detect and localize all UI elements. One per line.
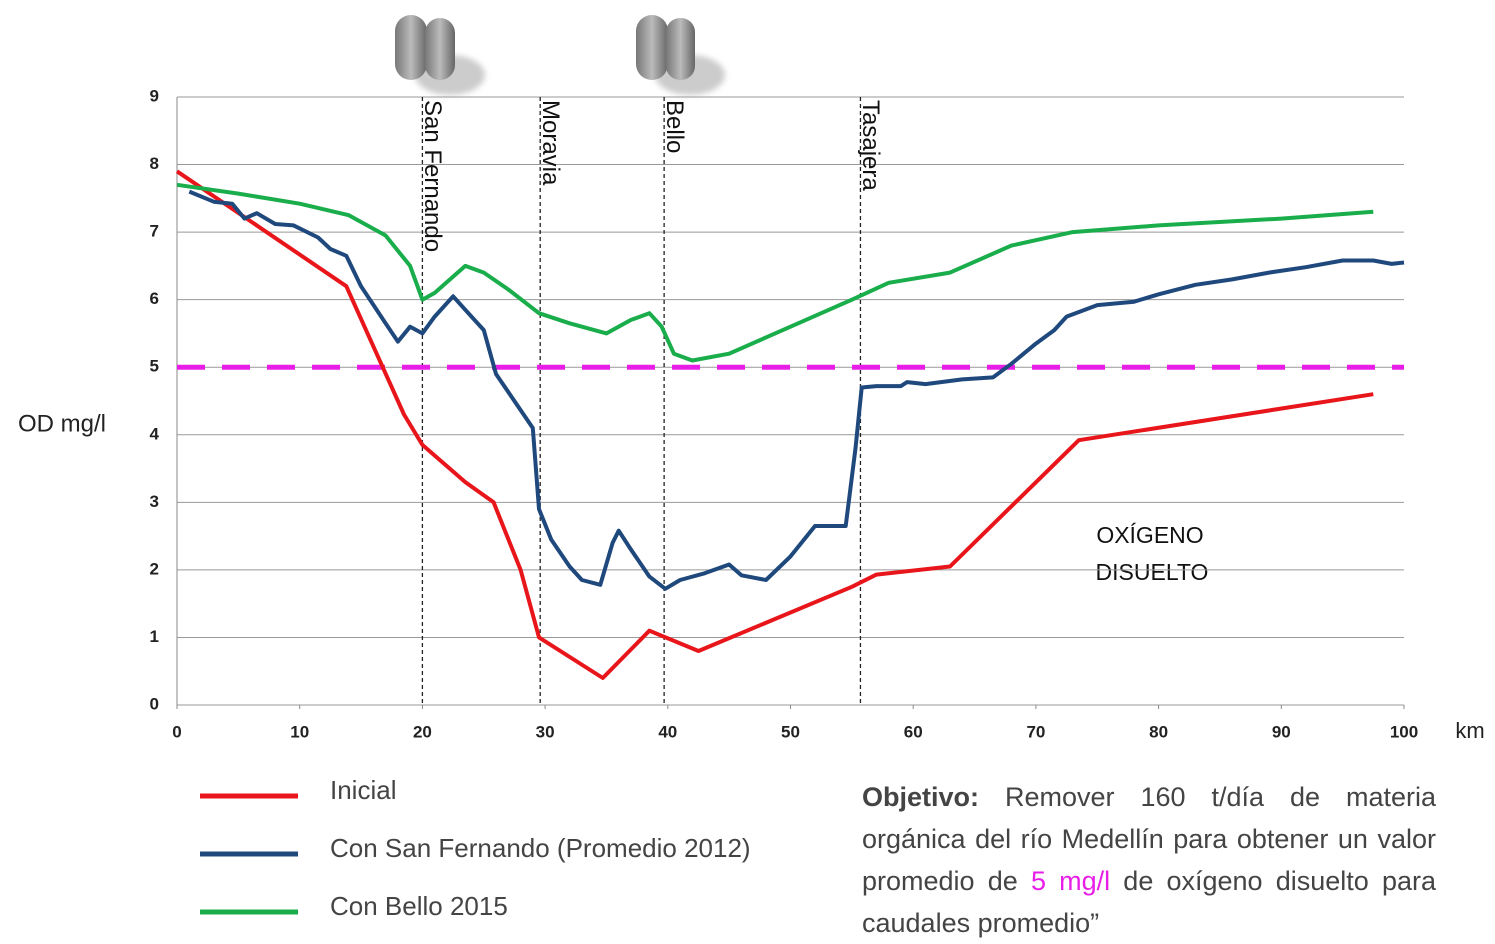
y-tick-label: 2: [150, 559, 159, 578]
x-tick-label: 40: [658, 722, 677, 741]
x-tick-label: 10: [290, 722, 309, 741]
x-tick-label: 50: [781, 722, 800, 741]
series-line: [175, 169, 1374, 680]
reference-label: San Fernando: [419, 100, 446, 252]
reference-label: Bello: [661, 100, 688, 153]
x-tick-label: 70: [1026, 722, 1045, 741]
legend-label: Inicial: [330, 775, 396, 805]
note-text: de oxígeno disuelto para caudales promed…: [862, 866, 1436, 938]
y-tick-label: 8: [150, 154, 159, 173]
reference-label: Moravia: [537, 100, 564, 186]
reference-label: Tasajera: [857, 100, 884, 191]
y-tick-label: 6: [150, 289, 159, 308]
y-tick-label: 7: [150, 222, 159, 241]
x-tick-label: 90: [1272, 722, 1291, 741]
note-highlight: 5 mg/l: [1030, 866, 1111, 896]
x-tick-label: 100: [1390, 722, 1418, 741]
x-tick-label: 60: [904, 722, 923, 741]
note-bold: Objetivo:: [862, 782, 980, 812]
series-line: [176, 182, 1374, 363]
y-tick-label: 3: [150, 492, 159, 511]
legend-label: Con Bello 2015: [330, 891, 508, 921]
annotation: DISUELTO: [1096, 559, 1209, 585]
annotation: OXÍGENO: [1096, 522, 1203, 548]
x-tick-label: 0: [172, 722, 181, 741]
series-line: [188, 189, 1405, 591]
y-tick-label: 1: [150, 627, 159, 646]
y-tick-label: 5: [150, 357, 159, 376]
y-tick-label: 9: [150, 86, 159, 105]
icon: [636, 15, 725, 95]
x-tick-label: 80: [1149, 722, 1168, 741]
x-axis-label: km: [1455, 718, 1484, 743]
x-tick-label: 20: [413, 722, 432, 741]
y-tick-label: 0: [150, 694, 159, 713]
icon: [395, 15, 485, 95]
y-tick-label: 4: [150, 424, 160, 443]
y-axis-label: OD mg/l: [18, 410, 106, 437]
note-text: Remover 160 t/día de materia orgánica de…: [862, 782, 1436, 896]
note: Objetivo: Remover 160 t/día de materia o…: [862, 776, 1436, 944]
legend-label: Con San Fernando (Promedio 2012): [330, 833, 751, 863]
x-tick-label: 30: [536, 722, 555, 741]
